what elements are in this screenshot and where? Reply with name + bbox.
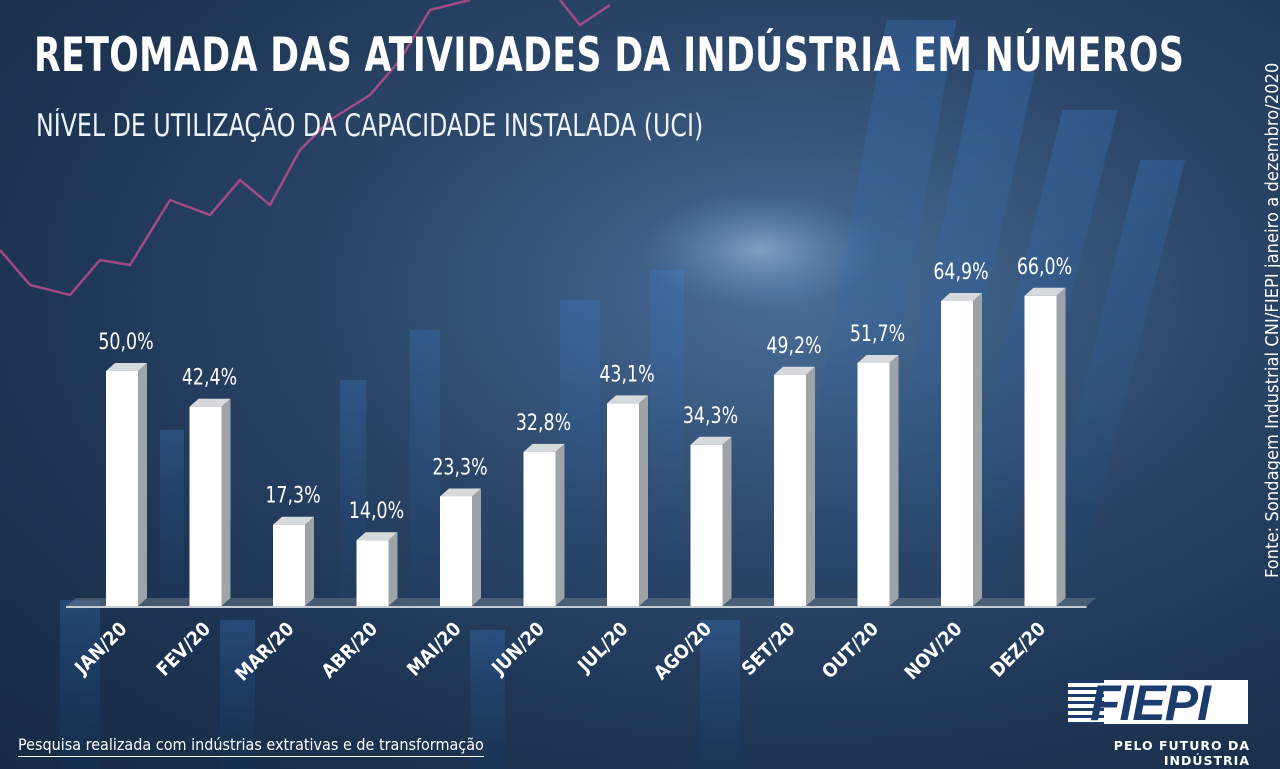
bar: [189, 406, 222, 606]
data-label: 51,7%: [850, 321, 905, 346]
bar-side: [722, 436, 732, 606]
bar-side: [138, 363, 147, 606]
data-label: 50,0%: [98, 329, 153, 354]
bar: [857, 363, 890, 606]
chart-baseline-shelf: [66, 598, 1097, 606]
bar-top: [774, 366, 815, 375]
bar: [273, 524, 305, 606]
bar-side: [221, 398, 231, 606]
x-tick-label: SET/20: [738, 618, 800, 680]
bar-side: [388, 532, 398, 606]
bar-top: [1024, 287, 1066, 296]
bar-side: [889, 355, 899, 606]
data-label: 17,3%: [265, 483, 320, 508]
fiepi-logo: FIEPI PELO FUTURO DA INDÚSTRIA: [1050, 680, 1250, 768]
x-tick-label: JUL/20: [573, 618, 633, 678]
logo-stripes-icon: [1068, 680, 1104, 724]
logo-mark: FIEPI: [1068, 680, 1248, 724]
bar-side: [472, 488, 481, 606]
bar-top: [941, 292, 982, 301]
bar: [440, 496, 472, 606]
footnote: Pesquisa realizada com indústrias extrat…: [18, 735, 484, 757]
data-label: 43,1%: [599, 361, 654, 386]
chart-title: RETOMADA DAS ATIVIDADES DA INDÚSTRIA EM …: [34, 28, 1185, 83]
bar-top: [857, 355, 899, 364]
bar-side: [305, 516, 314, 606]
bar-top: [440, 488, 481, 497]
bar: [941, 300, 973, 606]
bar-top: [273, 516, 314, 525]
bar: [106, 371, 138, 606]
data-label: 23,3%: [432, 454, 487, 479]
bar-side: [1056, 287, 1066, 606]
chart-subtitle: NÍVEL DE UTILIZAÇÃO DA CAPACIDADE INSTAL…: [36, 108, 704, 144]
data-label: 64,9%: [933, 259, 988, 284]
x-tick-label: AGO/20: [650, 618, 716, 684]
bar: [1024, 295, 1057, 606]
logo-wordmark: FIEPI: [1090, 680, 1211, 724]
bar-top: [607, 395, 648, 404]
bar: [356, 540, 389, 606]
bar: [690, 444, 723, 606]
x-tick-label: NOV/20: [900, 618, 966, 684]
bar-top: [106, 363, 147, 371]
x-tick-label: JUN/20: [487, 618, 549, 680]
source-note: Fonte: Sondagem Industrial CNI/FIEPI jan…: [1262, 62, 1280, 578]
data-label: 49,2%: [766, 333, 821, 358]
x-tick-label: ABR/20: [317, 618, 382, 683]
x-tick-label: MAI/20: [403, 618, 466, 681]
bar-side: [973, 292, 982, 606]
x-tick-label: MAR/20: [231, 618, 299, 686]
data-label: 32,8%: [516, 410, 571, 435]
bar: [607, 403, 639, 606]
data-label: 34,3%: [683, 403, 738, 428]
logo-tagline: PELO FUTURO DA INDÚSTRIA: [1113, 738, 1250, 768]
x-tick-label: JAN/20: [70, 618, 132, 680]
data-label: 14,0%: [349, 498, 404, 523]
bar-top: [523, 443, 565, 452]
bar-top: [356, 532, 398, 541]
x-tick-label: FEV/20: [152, 618, 215, 681]
bar-top: [189, 398, 231, 407]
data-label: 42,4%: [182, 365, 237, 390]
x-tick-label: OUT/20: [818, 618, 883, 683]
bar-side: [555, 443, 565, 606]
x-tick-label: DEZ/20: [986, 618, 1050, 682]
bar: [774, 374, 806, 606]
bar-side: [639, 395, 648, 606]
bar-side: [806, 366, 815, 606]
data-label: 66,0%: [1017, 254, 1072, 279]
bar: [523, 451, 556, 606]
bar-top: [690, 436, 732, 445]
